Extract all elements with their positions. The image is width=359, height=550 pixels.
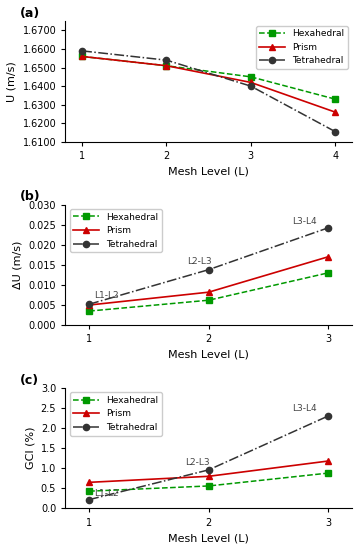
Line: Prism: Prism [86, 458, 332, 486]
Prism [87, 479, 91, 486]
Line: Tetrahedral: Tetrahedral [86, 413, 331, 503]
Text: L3-L4: L3-L4 [292, 217, 317, 226]
Prism [206, 473, 211, 480]
Legend: Hexahedral, Prism, Tetrahedral: Hexahedral, Prism, Tetrahedral [256, 26, 348, 69]
Line: Hexahedral: Hexahedral [86, 270, 331, 314]
Y-axis label: ΔU (m/s): ΔU (m/s) [13, 241, 23, 289]
Line: Tetrahedral: Tetrahedral [79, 48, 338, 135]
Line: Prism: Prism [79, 53, 339, 116]
Tetrahedral [87, 496, 91, 503]
Hexahedral [87, 308, 91, 315]
Text: L1-L2: L1-L2 [94, 291, 118, 300]
Text: L2-L3: L2-L3 [187, 257, 212, 266]
Line: Tetrahedral: Tetrahedral [86, 225, 331, 307]
Prism [249, 79, 253, 86]
Tetrahedral [87, 301, 91, 307]
Hexahedral [326, 470, 330, 476]
Text: L3-L4: L3-L4 [292, 404, 317, 413]
Tetrahedral [326, 412, 330, 419]
Hexahedral [249, 74, 253, 80]
Text: L2-L3: L2-L3 [185, 458, 209, 467]
Hexahedral [326, 270, 330, 276]
Line: Hexahedral: Hexahedral [79, 53, 338, 102]
Line: Prism: Prism [86, 254, 332, 309]
Text: (a): (a) [19, 7, 39, 20]
Tetrahedral [249, 83, 253, 90]
Text: L1-L2: L1-L2 [94, 488, 118, 498]
X-axis label: Mesh Level (L): Mesh Level (L) [168, 167, 249, 177]
Prism [326, 254, 330, 260]
Hexahedral [206, 483, 211, 490]
Tetrahedral [164, 57, 169, 63]
Hexahedral [87, 488, 91, 494]
Tetrahedral [206, 266, 211, 273]
Prism [326, 458, 330, 464]
Hexahedral [80, 53, 84, 60]
Prism [164, 62, 169, 69]
Text: (c): (c) [19, 373, 38, 387]
Legend: Hexahedral, Prism, Tetrahedral: Hexahedral, Prism, Tetrahedral [70, 209, 162, 252]
Tetrahedral [333, 128, 337, 135]
X-axis label: Mesh Level (L): Mesh Level (L) [168, 350, 249, 360]
Hexahedral [333, 96, 337, 102]
Line: Hexahedral: Hexahedral [86, 470, 331, 494]
Prism [80, 53, 84, 60]
Prism [87, 302, 91, 309]
Hexahedral [206, 297, 211, 304]
Legend: Hexahedral, Prism, Tetrahedral: Hexahedral, Prism, Tetrahedral [70, 392, 162, 436]
Tetrahedral [80, 48, 84, 54]
Prism [333, 109, 337, 116]
Text: (b): (b) [19, 190, 40, 204]
Y-axis label: GCI (%): GCI (%) [25, 427, 35, 469]
Tetrahedral [206, 466, 211, 473]
Prism [206, 289, 211, 295]
X-axis label: Mesh Level (L): Mesh Level (L) [168, 533, 249, 543]
Tetrahedral [326, 224, 330, 231]
Y-axis label: U (m/s): U (m/s) [7, 61, 17, 102]
Hexahedral [164, 62, 169, 69]
